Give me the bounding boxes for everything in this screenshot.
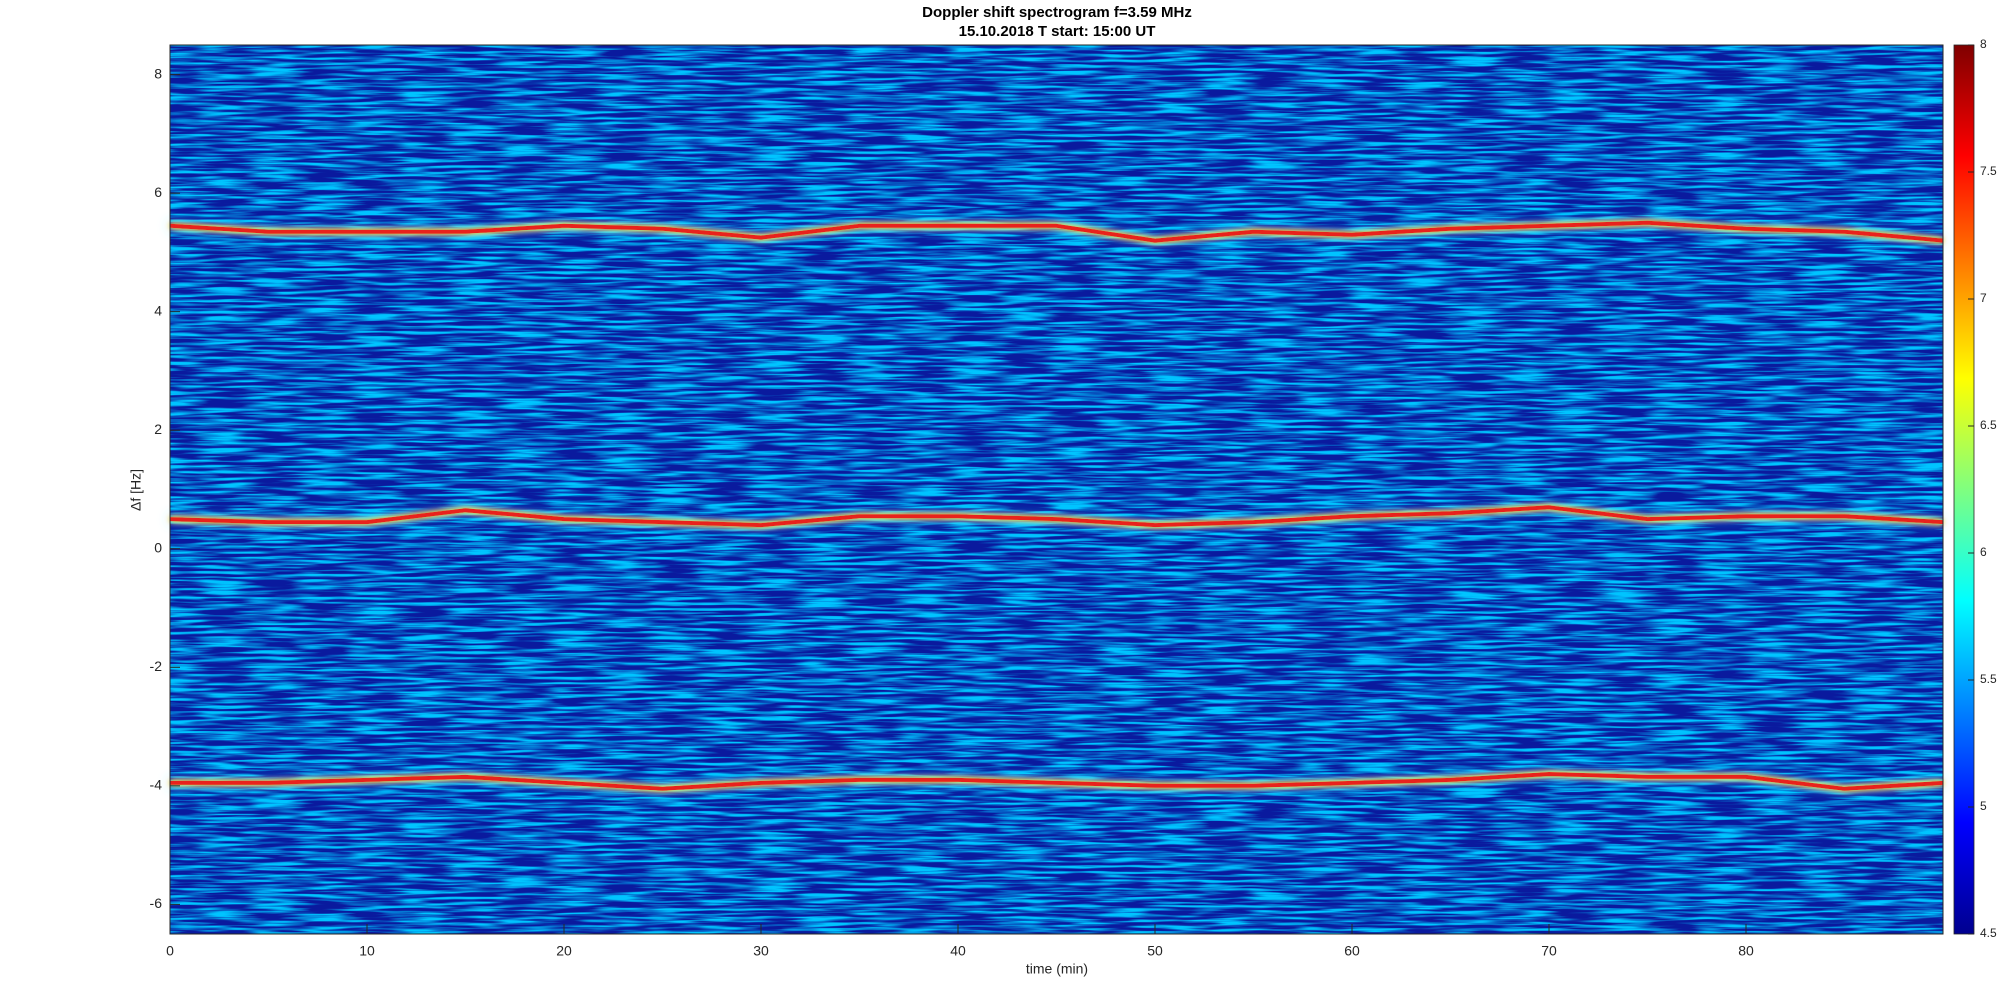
y-tick-label: -4 xyxy=(150,777,163,793)
chart-subtitle: 15.10.2018 T start: 15:00 UT xyxy=(959,23,1156,40)
x-tick-label: 30 xyxy=(753,943,769,959)
colorbar-tick-label: 4.5 xyxy=(1980,926,1997,940)
y-tick-label: 6 xyxy=(154,184,162,200)
colorbar-tick-label: 6.5 xyxy=(1980,418,1997,432)
colorbar-tick-label: 8 xyxy=(1980,37,1987,51)
x-tick-label: 50 xyxy=(1147,943,1163,959)
y-tick-label: 2 xyxy=(154,421,162,437)
y-tick-label: 0 xyxy=(154,539,162,555)
x-tick-label: 10 xyxy=(359,943,375,959)
x-tick-label: 40 xyxy=(950,943,966,959)
y-tick-label: -2 xyxy=(150,658,163,674)
doppler-trace xyxy=(169,505,1944,528)
x-tick-label: 60 xyxy=(1344,943,1360,959)
y-axis-label: Δf [Hz] xyxy=(128,469,144,511)
colorbar-tick-label: 7 xyxy=(1980,291,1987,305)
y-tick-label: -6 xyxy=(150,895,163,911)
doppler-trace xyxy=(169,220,1944,243)
x-tick-label: 20 xyxy=(556,943,572,959)
x-tick-label: 70 xyxy=(1541,943,1557,959)
plot-frame xyxy=(169,44,1944,935)
y-tick-label: 8 xyxy=(154,65,162,81)
x-axis-label: time (min) xyxy=(1026,961,1088,977)
colorbar-tick-label: 5.5 xyxy=(1980,672,1997,686)
colorbar-tick-label: 5 xyxy=(1980,799,1987,813)
plot-noise xyxy=(170,45,1943,934)
doppler-trace xyxy=(170,772,1944,791)
chart-title: Doppler shift spectrogram f=3.59 MHz xyxy=(922,4,1192,21)
y-tick-label: 4 xyxy=(154,302,162,318)
colorbar-tick-label: 7.5 xyxy=(1980,164,1997,178)
colorbar xyxy=(1953,44,1975,935)
x-tick-label: 80 xyxy=(1738,943,1754,959)
x-tick-label: 0 xyxy=(166,943,174,959)
colorbar-tick-label: 6 xyxy=(1980,545,1987,559)
